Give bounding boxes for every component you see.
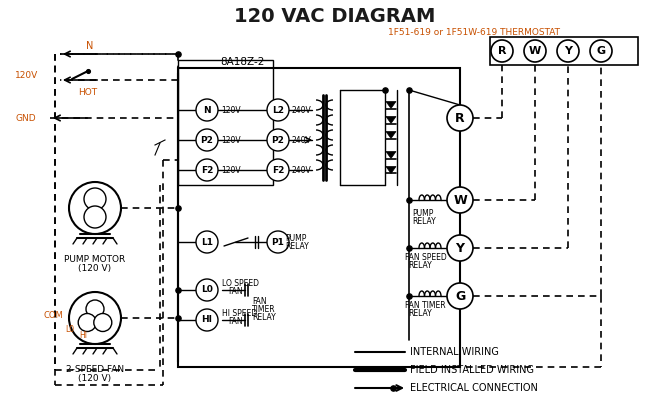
Text: PUMP MOTOR: PUMP MOTOR [64,256,126,264]
Polygon shape [386,166,396,173]
Text: Y: Y [456,241,464,254]
Text: N: N [203,106,211,114]
Text: W: W [453,194,467,207]
Circle shape [84,188,106,210]
Circle shape [196,279,218,301]
Text: 120V: 120V [221,106,241,114]
Circle shape [196,309,218,331]
Circle shape [267,231,289,253]
Text: 8A18Z-2: 8A18Z-2 [220,57,265,67]
Circle shape [447,283,473,309]
Polygon shape [386,132,396,139]
Text: FAN TIMER: FAN TIMER [405,300,446,310]
Text: L1: L1 [201,238,213,246]
Circle shape [491,40,513,62]
Text: RELAY: RELAY [285,241,309,251]
Text: HI: HI [79,331,87,341]
Text: INTERNAL WIRING: INTERNAL WIRING [410,347,499,357]
Bar [490,37,638,65]
Circle shape [524,40,546,62]
Text: G: G [455,290,465,303]
Text: HI SPEED: HI SPEED [222,308,257,318]
Circle shape [69,292,121,344]
Circle shape [69,182,121,234]
Text: 120 VAC DIAGRAM: 120 VAC DIAGRAM [234,7,436,26]
Circle shape [196,159,218,181]
Circle shape [557,40,579,62]
Text: FIELD INSTALLED WIRING: FIELD INSTALLED WIRING [410,365,534,375]
Text: (120 V): (120 V) [78,264,112,272]
Text: GND: GND [15,114,36,122]
Text: L0: L0 [201,285,213,295]
Text: G: G [596,46,606,56]
Text: 240V: 240V [292,166,312,174]
Text: PUMP: PUMP [285,233,306,243]
Text: FAN: FAN [252,297,267,307]
Circle shape [86,300,104,318]
Text: RELAY: RELAY [408,308,431,318]
Text: RELAY: RELAY [408,261,431,269]
Circle shape [447,235,473,261]
Text: 120V: 120V [221,166,241,174]
Text: FAN: FAN [228,287,243,295]
Circle shape [447,105,473,131]
Text: RELAY: RELAY [252,313,276,323]
Text: 1F51-619 or 1F51W-619 THERMOSTAT: 1F51-619 or 1F51W-619 THERMOSTAT [388,28,560,36]
Text: FAN: FAN [228,316,243,326]
Circle shape [590,40,612,62]
Circle shape [267,129,289,151]
Text: F2: F2 [272,166,284,174]
Text: P2: P2 [271,135,285,145]
Circle shape [94,313,112,331]
Circle shape [196,231,218,253]
Text: 120V: 120V [221,135,241,145]
Text: P2: P2 [200,135,214,145]
Circle shape [84,206,106,228]
Text: 240V: 240V [292,106,312,114]
Text: RELAY: RELAY [412,217,436,225]
Text: LO SPEED: LO SPEED [222,279,259,287]
Text: HOT: HOT [78,88,98,96]
Text: R: R [455,111,465,124]
Text: 2-SPEED FAN: 2-SPEED FAN [66,365,124,375]
Text: COM: COM [44,311,63,321]
Text: L0: L0 [66,324,74,334]
Bar [178,60,273,185]
Text: L2: L2 [272,106,284,114]
Circle shape [447,187,473,213]
Circle shape [78,313,96,331]
Text: F2: F2 [201,166,213,174]
Text: 240V: 240V [292,135,312,145]
Polygon shape [386,116,396,124]
Circle shape [267,159,289,181]
Circle shape [196,129,218,151]
Text: FAN SPEED: FAN SPEED [405,253,447,261]
Text: R: R [498,46,507,56]
Circle shape [196,99,218,121]
Text: (120 V): (120 V) [78,373,112,383]
Circle shape [267,99,289,121]
Bar [178,68,460,367]
Polygon shape [386,152,396,158]
Text: W: W [529,46,541,56]
Text: ELECTRICAL CONNECTION: ELECTRICAL CONNECTION [410,383,538,393]
Text: N: N [86,41,94,51]
Text: 120V: 120V [15,70,38,80]
Text: P1: P1 [271,238,285,246]
Text: TIMER: TIMER [252,305,275,315]
Polygon shape [386,101,396,109]
Text: HI: HI [202,316,212,324]
Text: Y: Y [564,46,572,56]
Text: PUMP: PUMP [412,209,433,217]
